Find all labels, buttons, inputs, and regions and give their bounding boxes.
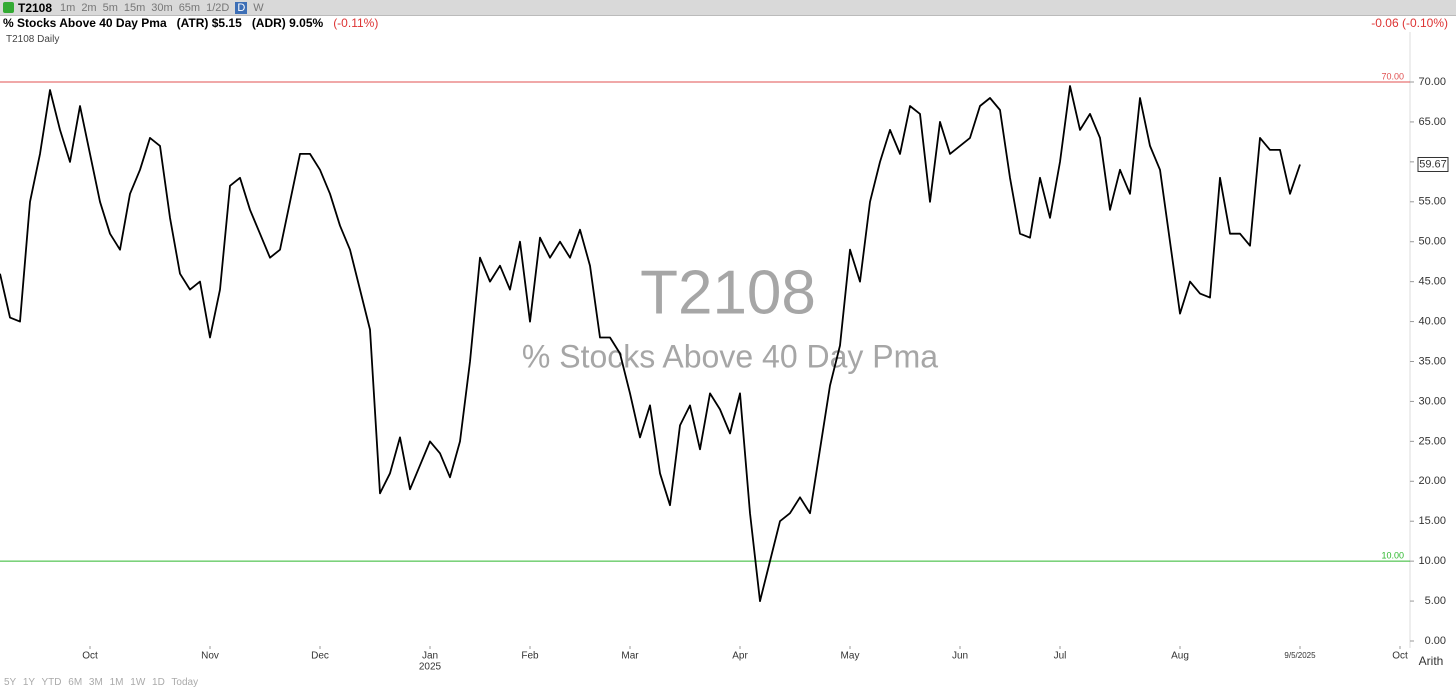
series-line xyxy=(0,85,1301,602)
x-tick-label: 9/5/2025 xyxy=(1284,651,1316,660)
y-tick-label: 15.00 xyxy=(1418,515,1446,527)
y-tick-label: 40.00 xyxy=(1418,315,1446,327)
y-tick-label: 25.00 xyxy=(1418,435,1446,447)
x-tick-label: Nov xyxy=(201,651,219,662)
timeframes: 1m 2m 5m 15m 30m 65m 1/2D D W xyxy=(60,1,270,14)
toolbar: T2108 1m 2m 5m 15m 30m 65m 1/2D D W xyxy=(0,0,1456,16)
y-tick-label: 10.00 xyxy=(1418,555,1446,567)
watermark: T2108 xyxy=(640,258,816,327)
timeframe-button[interactable]: D xyxy=(235,1,248,14)
last-value-box xyxy=(1417,156,1449,172)
x-tick-label: Feb xyxy=(521,651,539,662)
y-tick-label: 50.00 xyxy=(1418,236,1446,248)
info-line: % Stocks Above 40 Day Pma (ATR) $5.15 (A… xyxy=(3,16,378,30)
atr: (ATR) $5.15 xyxy=(176,16,242,30)
y-tick-label: 20.00 xyxy=(1418,475,1446,487)
timeframe-button[interactable]: 65m xyxy=(178,1,201,14)
x-tick-label: Dec xyxy=(311,651,329,662)
reference-label: 10.00 xyxy=(1381,551,1404,561)
timeframe-button[interactable]: 1m xyxy=(60,1,76,14)
y-tick-label: 5.00 xyxy=(1425,595,1446,607)
scale-mode[interactable]: Arith xyxy=(1419,654,1444,668)
y-tick-label: 65.00 xyxy=(1418,116,1446,128)
x-tick-label: Oct xyxy=(1392,651,1408,662)
timeframe-button[interactable]: 5m xyxy=(102,1,118,14)
x-tick-label: Jun xyxy=(952,651,968,662)
adr: (ADR) 9.05% xyxy=(251,16,324,30)
last-value-label: 59.67 xyxy=(1419,158,1447,170)
y-tick-label: 35.00 xyxy=(1418,355,1446,367)
timeframe-button[interactable]: 2m xyxy=(81,1,97,14)
y-tick-label: 30.00 xyxy=(1418,395,1446,407)
timeline[interactable]: 5Y 1Y YTD 6M 3M 1M 1W 1D Today xyxy=(4,677,199,688)
year-label: 2025 xyxy=(419,662,442,673)
x-tick-label: Jul xyxy=(1054,651,1067,662)
watermark-subtitle: % Stocks Above 40 Day Pma xyxy=(522,338,938,374)
indicator-name: % Stocks Above 40 Day Pma xyxy=(3,16,167,30)
x-tick-label: Oct xyxy=(82,651,98,662)
y-tick-label: 0.00 xyxy=(1425,635,1446,647)
timeframe-button[interactable]: W xyxy=(253,1,264,14)
x-tick-label: May xyxy=(841,651,860,662)
timeframe-button[interactable]: 15m xyxy=(123,1,146,14)
timeframe-button[interactable]: 1/2D xyxy=(206,1,230,14)
y-tick-label: 45.00 xyxy=(1418,276,1446,288)
x-tick-label: Mar xyxy=(621,651,639,662)
right-change: -0.06 (-0.10%) xyxy=(1371,16,1448,30)
timeframe-button[interactable]: 30m xyxy=(151,1,173,14)
x-tick-label: Apr xyxy=(732,651,748,662)
reference-label: 70.00 xyxy=(1381,71,1404,81)
chart-label[interactable]: T2108 Daily xyxy=(6,34,60,45)
x-tick-label: Jan xyxy=(422,651,438,662)
x-tick-label: Aug xyxy=(1171,651,1189,662)
y-tick-label: 70.00 xyxy=(1418,76,1446,88)
change: (-0.11%) xyxy=(333,16,379,30)
symbol[interactable]: T2108 xyxy=(18,0,53,15)
y-tick-label: 55.00 xyxy=(1418,196,1446,208)
add-button[interactable] xyxy=(3,2,14,13)
